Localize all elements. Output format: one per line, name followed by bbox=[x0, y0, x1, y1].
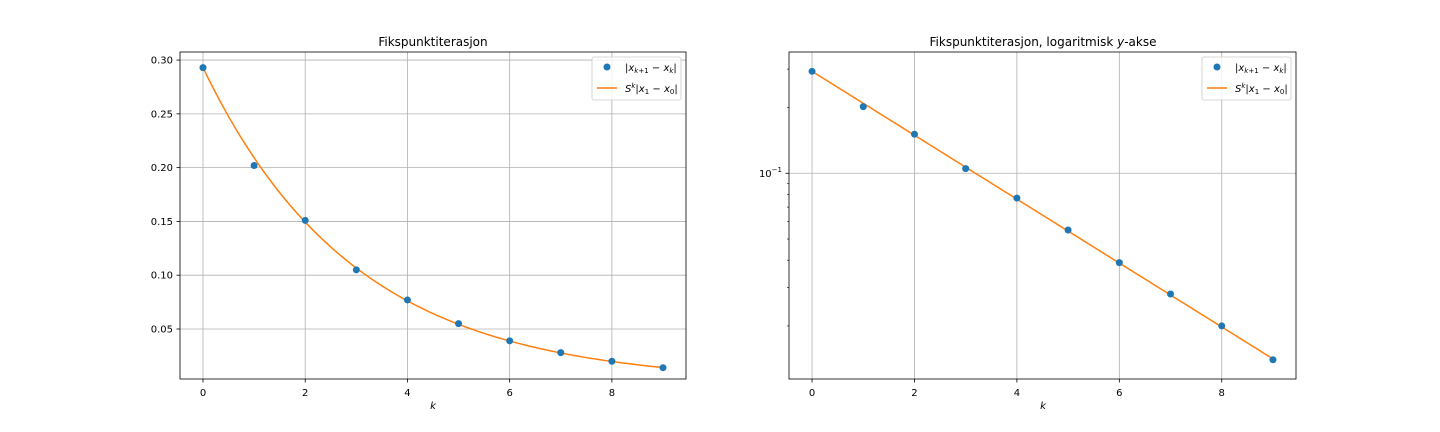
legend: |xk+1 − xk| Sk|x1 − x0| bbox=[591, 56, 682, 101]
series-line-bound bbox=[811, 70, 1274, 360]
x-tick-labels: 0 2 4 6 8 bbox=[200, 388, 615, 399]
legend-label-differences: |xk+1 − xk| bbox=[1235, 63, 1287, 75]
y-tick-labels: 0.05 0.10 0.15 0.20 0.25 0.30 bbox=[151, 56, 173, 336]
data-point bbox=[910, 130, 918, 138]
data-point bbox=[199, 64, 207, 72]
legend-label-bound: Sk|x1 − x0| bbox=[1235, 82, 1288, 96]
data-point bbox=[301, 216, 309, 224]
legend: |xk+1 − xk| Sk|x1 − x0| bbox=[1201, 56, 1292, 101]
x-axis-label: k bbox=[430, 401, 437, 412]
plot-frame bbox=[788, 51, 1297, 380]
x-tick-label: 6 bbox=[506, 388, 512, 399]
x-tick-label: 8 bbox=[609, 388, 615, 399]
data-point bbox=[557, 349, 565, 357]
data-point bbox=[1218, 322, 1226, 330]
x-tick-label: 6 bbox=[1116, 388, 1122, 399]
data-point bbox=[1269, 356, 1277, 364]
x-tick-label: 0 bbox=[200, 388, 206, 399]
x-tick-label: 2 bbox=[911, 388, 917, 399]
data-point bbox=[506, 337, 514, 345]
data-point bbox=[962, 165, 970, 173]
data-point bbox=[1064, 226, 1072, 234]
data-point bbox=[403, 296, 411, 304]
data-point bbox=[352, 266, 360, 274]
data-point bbox=[1167, 290, 1175, 298]
legend-box bbox=[1201, 56, 1292, 101]
data-point bbox=[808, 67, 816, 75]
series-line-bound bbox=[202, 67, 664, 369]
y-tick-label: 0.30 bbox=[151, 56, 173, 67]
data-point bbox=[250, 161, 258, 169]
y-tick-label: 0.15 bbox=[151, 217, 173, 228]
data-point bbox=[455, 320, 463, 328]
series-layer bbox=[808, 67, 1277, 364]
chart-title: Fikspunktiterasjon, logaritmisk y-akse bbox=[930, 35, 1157, 49]
tick-marks bbox=[785, 68, 1223, 383]
linear-chart-panel: 0 2 4 6 8 0.05 0.10 0.15 0.20 0.25 0.30 … bbox=[151, 35, 687, 412]
legend-label-differences: |xk+1 − xk| bbox=[625, 63, 677, 75]
log-chart-panel: 0 2 4 6 8 10−1 Fikspunktiterasjon, logar… bbox=[759, 35, 1297, 412]
series-layer bbox=[199, 64, 667, 372]
data-point bbox=[1013, 194, 1021, 202]
legend-marker-points bbox=[1213, 63, 1221, 71]
data-point bbox=[659, 364, 667, 372]
legend-marker-points bbox=[603, 63, 611, 71]
chart-title: Fikspunktiterasjon bbox=[378, 35, 487, 49]
y-tick-label: 0.25 bbox=[151, 109, 173, 120]
y-tick-label: 0.05 bbox=[151, 324, 173, 335]
x-tick-label: 2 bbox=[302, 388, 308, 399]
data-point bbox=[608, 357, 616, 365]
legend-box bbox=[591, 56, 682, 101]
y-tick-label: 0.20 bbox=[151, 163, 173, 174]
tick-marks bbox=[176, 59, 613, 383]
gridlines bbox=[789, 52, 1296, 379]
data-point bbox=[859, 103, 867, 111]
x-tick-label: 0 bbox=[809, 388, 815, 399]
data-point bbox=[1115, 259, 1123, 267]
plot-frame bbox=[179, 51, 687, 380]
x-tick-label: 8 bbox=[1219, 388, 1225, 399]
legend-label-bound: Sk|x1 − x0| bbox=[625, 82, 678, 96]
x-tick-label: 4 bbox=[1014, 388, 1020, 399]
x-tick-label: 4 bbox=[404, 388, 410, 399]
x-tick-labels: 0 2 4 6 8 bbox=[809, 388, 1225, 399]
y-tick-label: 0.10 bbox=[151, 271, 173, 282]
x-axis-label: k bbox=[1040, 401, 1047, 412]
